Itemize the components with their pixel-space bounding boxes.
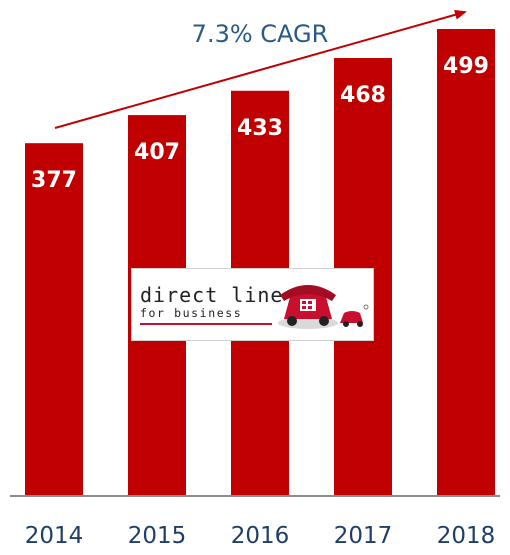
value-label-2017: 468 (340, 83, 386, 108)
value-label-2016: 433 (237, 116, 283, 141)
red-telephone-icon (278, 285, 369, 329)
bar-2018 (437, 29, 495, 496)
cagr-trend-arrow (54, 9, 467, 129)
value-label-2014: 377 (31, 168, 77, 193)
x-tick-label-2014: 2014 (25, 523, 84, 549)
value-label-2018: 499 (443, 54, 489, 79)
direct-line-for-business-logo: direct line for business (131, 268, 374, 341)
logo-text-direct-line: direct line (140, 283, 284, 307)
logo-text-for-business: for business (140, 306, 243, 320)
x-tick-label-2015: 2015 (128, 523, 187, 549)
bar-2014 (25, 143, 83, 496)
x-tick-label-2018: 2018 (437, 523, 496, 549)
value-label-2015: 407 (134, 140, 180, 165)
logo-underline (140, 323, 272, 325)
cagr-annotation: 7.3% CAGR (191, 20, 329, 48)
x-tick-label-2016: 2016 (231, 523, 290, 549)
x-tick-label-2017: 2017 (334, 523, 393, 549)
